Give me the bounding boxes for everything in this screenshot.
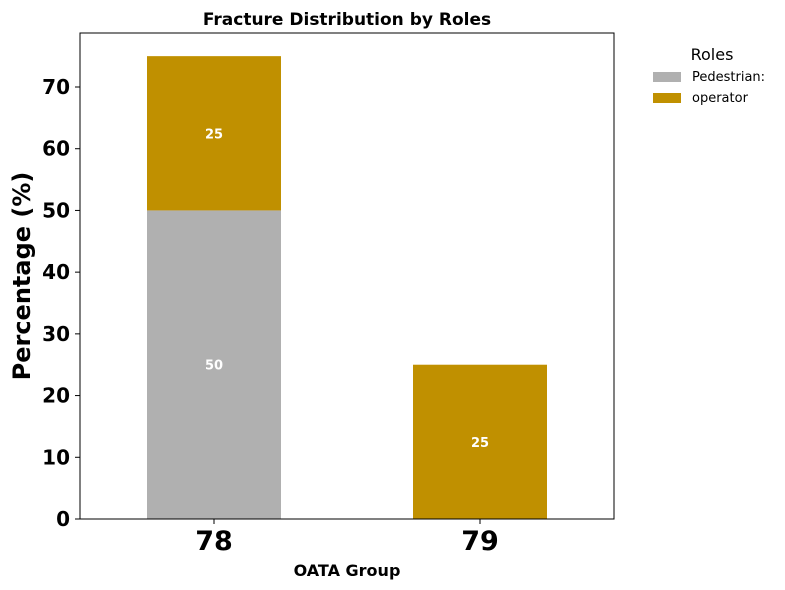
data-labels: 50 25 25 [205,127,489,451]
y-axis: 0 10 20 30 40 50 60 70 [42,75,80,531]
bar-segment [147,56,281,211]
plot-area-frame [79,32,615,520]
y-tick-label: 40 [42,260,70,284]
x-axis-label: OATA Group [294,561,401,580]
bar-segment [147,210,281,519]
chart-title: Fracture Distribution by Roles [203,10,491,30]
legend-swatch [653,93,681,103]
y-tick-label: 60 [42,137,70,161]
x-axis: 78 79 [195,519,499,557]
y-tick-label: 30 [42,322,70,346]
x-tick-label: 79 [461,526,499,557]
y-tick-label: 10 [42,445,70,469]
legend-entry: operator [692,91,749,106]
legend-swatch [653,72,681,82]
legend-title: Roles [691,45,734,64]
data-label: 25 [471,436,489,451]
data-label: 50 [205,359,223,374]
y-tick-label: 70 [42,75,70,99]
y-tick-label: 0 [56,507,70,531]
legend: Roles Pedestrian: operator [653,45,765,106]
data-label: 25 [205,127,223,142]
bars-layer [147,56,547,519]
y-axis-label: Percentage (%) [8,172,36,381]
y-tick-label: 50 [42,198,70,222]
bar-segment [413,364,547,519]
legend-entry: Pedestrian: [692,70,765,85]
y-tick-label: 20 [42,384,70,408]
x-tick-label: 78 [195,526,233,557]
